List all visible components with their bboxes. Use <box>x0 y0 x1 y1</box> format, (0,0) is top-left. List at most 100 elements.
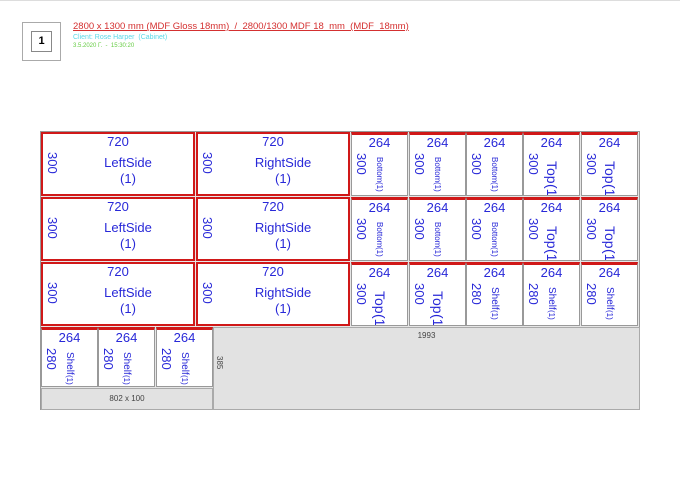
panel-rightside[interactable]: 720 300 RightSide (1) <box>196 197 350 261</box>
panel-width: 264 <box>115 330 138 345</box>
panel-width: 264 <box>368 135 391 150</box>
panel-label-group: LeftSide (1) <box>63 285 193 317</box>
panel-name: Top <box>544 226 560 249</box>
panel-qty: (1) <box>490 309 499 320</box>
sheet-selector[interactable]: 1 <box>22 22 61 61</box>
panel-shelf[interactable]: 264 280 Shelf (1) <box>581 262 638 326</box>
panel-height: 300 <box>526 153 541 175</box>
panel-qty: (1) <box>544 248 560 261</box>
panel-qty: (1) <box>375 247 384 258</box>
sheet-title[interactable]: 2800 x 1300 mm (MDF Gloss 18mm) / 2800/1… <box>73 21 409 32</box>
panel-qty: (1) <box>372 313 388 326</box>
waste-width: 1993 <box>417 331 436 340</box>
panel-qty: (1) <box>275 171 291 186</box>
panel-width: 720 <box>107 134 129 149</box>
panel-label-group: Top (1) <box>372 291 388 326</box>
panel-qty: (1) <box>120 171 136 186</box>
panel-qty: (1) <box>547 309 556 320</box>
panel-label-group: Bottom (1) <box>432 157 443 192</box>
sheet-number[interactable]: 1 <box>31 31 52 52</box>
panel-name: LeftSide <box>104 155 152 170</box>
panel-top[interactable]: 264 300 Top (1) <box>351 262 408 326</box>
panel-height: 300 <box>45 152 60 174</box>
panel-height: 300 <box>469 218 484 240</box>
cutting-sheet: 1993 385 802 x 100 720 300 LeftSide (1) 720 3… <box>40 131 640 410</box>
panel-label-group: Bottom (1) <box>374 222 385 257</box>
panel-height: 300 <box>526 218 541 240</box>
panel-height: 280 <box>469 283 484 305</box>
panel-height: 300 <box>354 283 369 305</box>
panel-qty: (1) <box>433 182 442 193</box>
panel-name: Bottom <box>433 222 442 248</box>
panel-width: 264 <box>540 135 563 150</box>
panel-bottom[interactable]: 264 300 Bottom (1) <box>351 197 408 261</box>
panel-rightside[interactable]: 720 300 RightSide (1) <box>196 132 350 196</box>
panel-name: Bottom <box>490 222 499 248</box>
panel-shelf[interactable]: 264 280 Shelf (1) <box>156 327 213 387</box>
panel-name: Shelf <box>179 352 190 375</box>
panel-label-group: Shelf (1) <box>546 287 557 320</box>
panel-name: RightSide <box>254 155 312 170</box>
panel-height: 280 <box>526 283 541 305</box>
panel-qty: (1) <box>120 301 136 316</box>
panel-top[interactable]: 264 300 Top (1) <box>581 132 638 196</box>
panel-label-group: RightSide (1) <box>218 220 348 252</box>
panel-leftside[interactable]: 720 300 LeftSide (1) <box>41 132 195 196</box>
panel-shelf[interactable]: 264 280 Shelf (1) <box>41 327 98 387</box>
top-border <box>0 0 680 1</box>
panel-label-group: RightSide (1) <box>218 155 348 187</box>
panel-name: Shelf <box>121 352 132 375</box>
panel-height: 280 <box>584 283 599 305</box>
panel-shelf[interactable]: 264 280 Shelf (1) <box>98 327 155 387</box>
panel-height: 280 <box>101 348 116 370</box>
panel-name: Shelf <box>546 287 557 310</box>
panel-shelf[interactable]: 264 280 Shelf (1) <box>466 262 523 326</box>
panel-name: LeftSide <box>104 220 152 235</box>
panel-bottom[interactable]: 264 300 Bottom (1) <box>409 132 466 196</box>
panel-qty: (1) <box>490 247 499 258</box>
panel-qty: (1) <box>430 313 446 326</box>
panel-label-group: LeftSide (1) <box>63 220 193 252</box>
panel-width: 264 <box>426 200 449 215</box>
panel-leftside[interactable]: 720 300 LeftSide (1) <box>41 197 195 261</box>
panel-label-group: RightSide (1) <box>218 285 348 317</box>
panel-width: 264 <box>483 135 506 150</box>
panel-qty: (1) <box>275 236 291 251</box>
panel-label-group: Shelf (1) <box>121 352 132 385</box>
panel-width: 264 <box>426 135 449 150</box>
panel-width: 264 <box>598 200 621 215</box>
panel-leftside[interactable]: 720 300 LeftSide (1) <box>41 262 195 326</box>
panel-name: Shelf <box>489 287 500 310</box>
panel-top[interactable]: 264 300 Top (1) <box>523 197 580 261</box>
panel-top[interactable]: 264 300 Top (1) <box>523 132 580 196</box>
panel-qty: (1) <box>275 301 291 316</box>
panel-height: 280 <box>44 348 59 370</box>
panel-bottom[interactable]: 264 300 Bottom (1) <box>466 197 523 261</box>
panel-shelf[interactable]: 264 280 Shelf (1) <box>523 262 580 326</box>
panel-height: 300 <box>469 153 484 175</box>
panel-height: 300 <box>354 153 369 175</box>
panel-top[interactable]: 264 300 Top (1) <box>581 197 638 261</box>
panel-width: 720 <box>262 134 284 149</box>
panel-top[interactable]: 264 300 Top (1) <box>409 262 466 326</box>
panel-bottom[interactable]: 264 300 Bottom (1) <box>466 132 523 196</box>
panel-label-group: Bottom (1) <box>374 157 385 192</box>
panel-name: Shelf <box>64 352 75 375</box>
panel-bottom[interactable]: 264 300 Bottom (1) <box>351 132 408 196</box>
panel-bottom[interactable]: 264 300 Bottom (1) <box>409 197 466 261</box>
panel-name: LeftSide <box>104 285 152 300</box>
panel-height: 300 <box>412 218 427 240</box>
panel-rightside[interactable]: 720 300 RightSide (1) <box>196 262 350 326</box>
panel-qty: (1) <box>433 247 442 258</box>
panel-height: 300 <box>412 153 427 175</box>
panel-height: 300 <box>200 152 215 174</box>
panel-label-group: Top (1) <box>544 226 560 261</box>
panel-width: 264 <box>426 265 449 280</box>
panel-qty: (1) <box>602 183 618 196</box>
panel-height: 300 <box>584 153 599 175</box>
panel-qty: (1) <box>602 248 618 261</box>
panel-height: 300 <box>584 218 599 240</box>
panel-qty: (1) <box>180 374 189 385</box>
panel-name: Bottom <box>433 157 442 183</box>
panel-qty: (1) <box>65 374 74 385</box>
